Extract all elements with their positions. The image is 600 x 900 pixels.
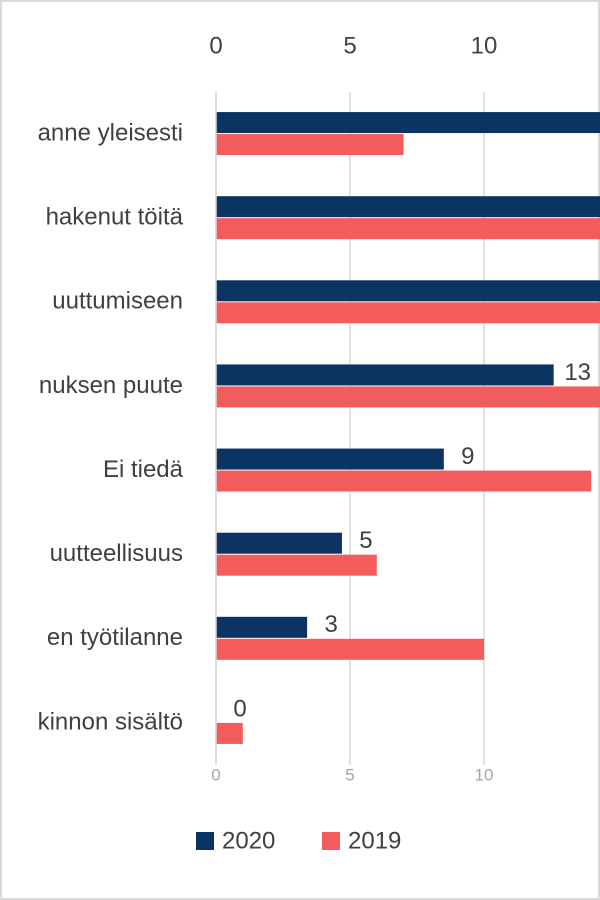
bar [216, 134, 404, 156]
bar [216, 302, 600, 324]
y-tick-label: uuttumiseen [52, 288, 183, 315]
bar [216, 364, 554, 386]
bar [216, 112, 600, 134]
bar [216, 532, 342, 554]
bar [216, 218, 600, 240]
x-tick-label: 0 [209, 32, 222, 59]
legend-swatch [196, 832, 214, 850]
bar [216, 470, 592, 492]
bar [216, 722, 243, 744]
y-tick-label: nuksen puute [39, 372, 183, 399]
legend-label: 2019 [348, 827, 401, 854]
data-label: 0 [233, 695, 246, 722]
y-tick-label: hakenut töitä [46, 204, 184, 231]
data-label: 5 [359, 527, 372, 554]
legend-swatch [322, 832, 340, 850]
y-tick-label: uutteellisuus [50, 540, 183, 567]
data-label: 13 [564, 359, 591, 386]
x-tick-label: 10 [471, 32, 498, 59]
y-tick-label: en työtilanne [47, 624, 183, 651]
bar [216, 196, 600, 218]
bar [216, 280, 600, 302]
x-tick-label-bottom: 0 [211, 765, 220, 784]
x-tick-label-bottom: 10 [475, 765, 494, 784]
bar [216, 448, 444, 470]
y-tick-label: kinnon sisältö [38, 708, 183, 735]
y-tick-label: anne yleisesti [38, 119, 183, 146]
bar [216, 386, 600, 408]
bar [216, 554, 377, 576]
x-tick-label-bottom: 5 [345, 765, 354, 784]
data-label: 9 [461, 443, 474, 470]
legend-label: 2020 [222, 827, 275, 854]
bar [216, 638, 484, 660]
x-tick-label: 5 [343, 32, 356, 59]
y-tick-label: Ei tiedä [103, 456, 184, 483]
data-label: 3 [324, 611, 337, 638]
bar [216, 616, 308, 638]
